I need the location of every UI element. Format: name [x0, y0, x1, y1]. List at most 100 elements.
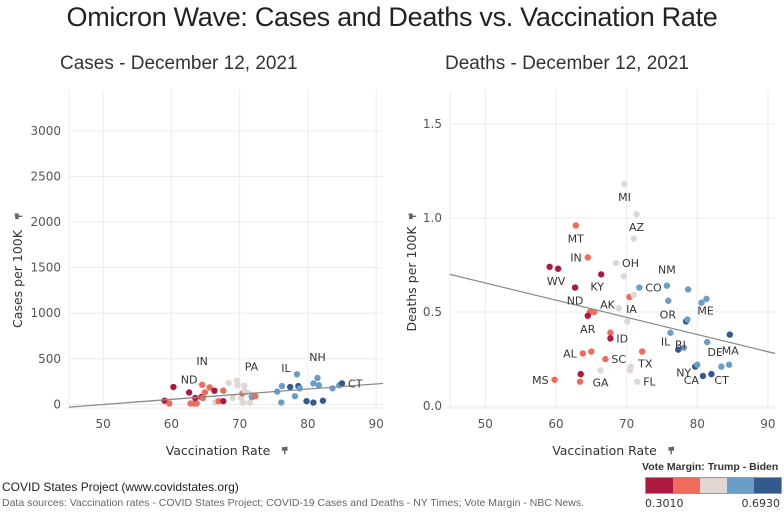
point-label: CT [714, 374, 729, 387]
point-label: IL [281, 362, 291, 375]
data-point [314, 374, 321, 382]
data-point [577, 370, 584, 378]
x-tick-label: 60 [548, 417, 563, 431]
y-tick-label: 1.0 [423, 211, 442, 225]
data-point [246, 399, 254, 406]
point-label: GA [592, 376, 609, 389]
point-label: PA [245, 361, 259, 374]
data-point [630, 291, 637, 299]
data-point [703, 295, 710, 303]
data-point [215, 397, 222, 405]
point-label: TX [637, 358, 653, 371]
point-label: RI [675, 339, 686, 352]
point-label: MS [532, 374, 548, 387]
data-point [241, 387, 248, 394]
data-point [626, 367, 634, 374]
data-point [703, 338, 711, 346]
point-label: AK [600, 298, 616, 311]
data-point [185, 389, 193, 396]
point-label: IN [196, 355, 207, 368]
y-tick-label: 2500 [30, 170, 61, 184]
data-point [620, 273, 628, 280]
point-label: MT [568, 232, 584, 245]
data-point [198, 381, 206, 388]
data-point [241, 382, 248, 389]
data-point [612, 259, 620, 267]
point-label: AL [563, 347, 578, 360]
data-point [229, 394, 237, 402]
x-axis-title: Vaccination Rate [552, 443, 657, 458]
legend-title: Vote Margin: Trump - Biden [642, 461, 779, 473]
x-tick-label: 70 [619, 417, 634, 431]
data-point [329, 385, 336, 392]
data-point [546, 263, 553, 271]
x-tick-label: 60 [164, 417, 179, 431]
data-point [166, 400, 173, 407]
data-point [220, 387, 227, 394]
data-point [554, 265, 562, 272]
charts-canvas: 50 60 70 80 90 0 500 1000 1500 2000 2500 3000 Vaccin… [10, 90, 776, 458]
legend-color-bar[interactable] [645, 477, 782, 494]
point-label: NH [309, 351, 326, 364]
x-tick-label: 90 [760, 417, 775, 431]
data-point [699, 372, 707, 380]
data-point [303, 397, 310, 405]
data-point [193, 400, 200, 407]
data-point [551, 376, 558, 383]
point-label: ND [181, 374, 198, 387]
point-label: MA [722, 345, 739, 358]
trend-line [68, 382, 384, 408]
x-axis-title: Vaccination Rate [166, 443, 271, 458]
point-label: IA [626, 303, 637, 316]
y-tick-label: 0 [53, 397, 61, 411]
data-point [584, 312, 591, 319]
pin-icon [668, 446, 675, 455]
data-point [665, 297, 672, 304]
data-point [338, 380, 346, 387]
data-point [576, 378, 584, 385]
point-label: IN [570, 251, 581, 264]
y-tick-label: 0.5 [423, 305, 442, 319]
legend-max-label: 0.6930 [741, 497, 781, 510]
legend-swatch [700, 478, 727, 493]
y-axis-title: Cases per 100K [10, 229, 25, 328]
point-label: SC [611, 353, 626, 366]
x-tick-label: 50 [95, 417, 110, 431]
y-tick-label: 3000 [30, 124, 61, 138]
data-point [571, 284, 579, 291]
data-point [636, 284, 643, 291]
data-point [278, 399, 285, 406]
data-point [319, 397, 327, 404]
data-point [310, 380, 317, 387]
data-point [698, 299, 705, 306]
data-point [206, 384, 213, 391]
main-title: Omicron Wave: Cases and Deaths vs. Vacci… [66, 2, 718, 32]
data-point [708, 370, 715, 378]
data-point [726, 331, 733, 338]
point-label: FL [643, 376, 656, 389]
data-point [584, 254, 591, 261]
data-point [718, 363, 725, 370]
data-point [680, 344, 688, 351]
data-point [675, 346, 682, 353]
data-point [694, 361, 701, 368]
data-point [634, 378, 641, 385]
point-label: CO [645, 282, 662, 295]
point-label: NY [676, 367, 691, 380]
data-point [579, 350, 587, 357]
data-point [663, 282, 671, 289]
data-point [278, 382, 286, 390]
trend-line [449, 273, 776, 355]
pin-icon [408, 213, 417, 220]
data-point [684, 316, 691, 323]
cases-chart-title: Cases - December 12, 2021 [60, 53, 298, 74]
data-point [615, 305, 623, 312]
data-point [597, 271, 605, 278]
data-point [638, 348, 646, 355]
data-point [220, 397, 227, 405]
y-tick-label: 1000 [30, 306, 61, 320]
data-point [624, 318, 631, 325]
x-tick-label: 80 [690, 417, 705, 431]
data-point [572, 222, 579, 229]
y-tick-label: 0.0 [423, 399, 442, 413]
